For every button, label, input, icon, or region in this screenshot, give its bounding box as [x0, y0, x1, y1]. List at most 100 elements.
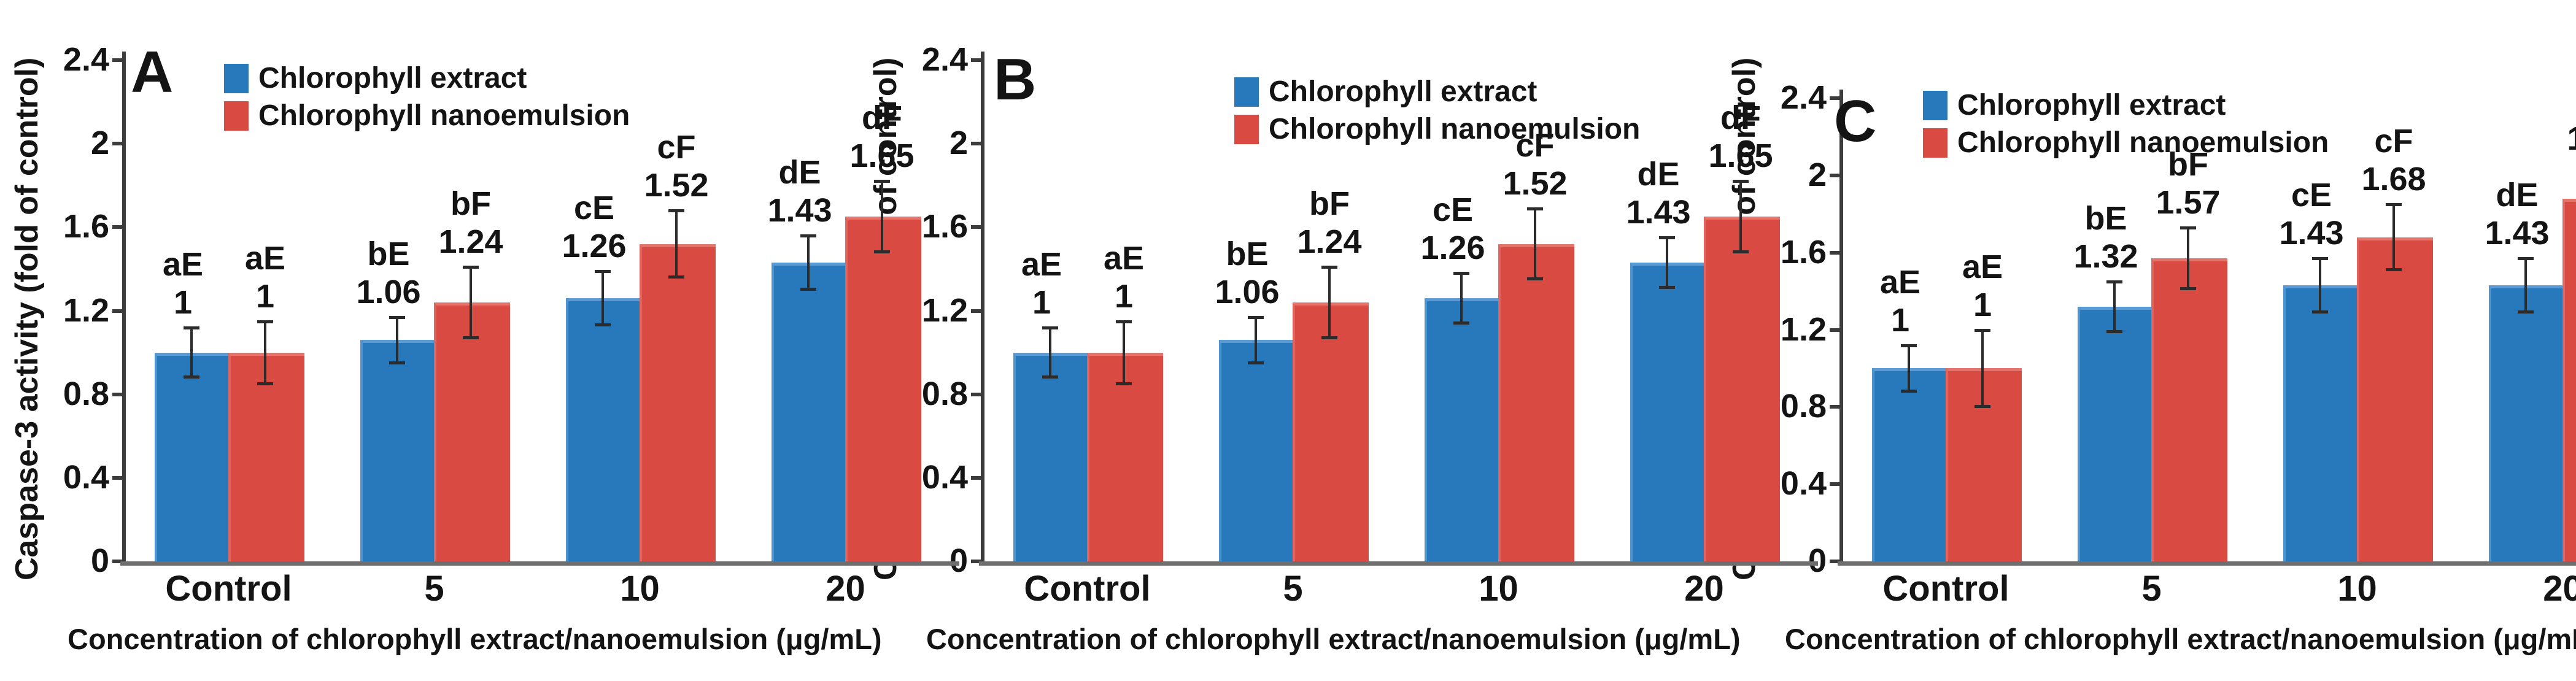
y-tick-label: 2.4 [63, 41, 109, 78]
x-tick-label: 10 [1479, 569, 1518, 609]
y-tick-label: 0.8 [921, 375, 968, 412]
error-bar-line [881, 181, 883, 253]
error-bar-cap-top [2518, 257, 2534, 261]
error-bar-line [807, 235, 810, 290]
legend-item-extract: Chlorophyll extract [1234, 75, 1640, 109]
x-tick-label: 5 [2141, 569, 2162, 609]
error-bar-cap-bottom [1527, 277, 1543, 281]
bar-value-label: aE 1 [162, 245, 204, 321]
legend: Chlorophyll extract Chlorophyll nanoemul… [224, 61, 630, 136]
y-tick-mark [1830, 173, 1843, 177]
error-bar-cap-top [2106, 280, 2122, 283]
y-tick-label: 1.2 [63, 291, 109, 329]
x-axis-baseline [979, 561, 1818, 566]
bar-nanoemulsion-control [1946, 368, 2022, 564]
legend-item-extract: Chlorophyll extract [224, 61, 630, 95]
error-bar-cap-top [668, 209, 684, 213]
y-tick-label: 1.6 [921, 208, 968, 245]
legend-label-nanoemulsion: Chlorophyll nanoemulsion [258, 99, 630, 132]
bar-extract-20 [772, 263, 848, 564]
error-bar-cap-top [1042, 326, 1058, 329]
y-tick-mark [1830, 96, 1843, 100]
legend-item-extract: Chlorophyll extract [1923, 88, 2329, 122]
panel-letter: A [131, 39, 174, 105]
y-tick-label: 0 [949, 542, 968, 579]
error-bar-line [396, 317, 398, 363]
bar-value-label: aE 1 [1962, 248, 2003, 323]
error-bar-cap-top [1901, 344, 1917, 347]
error-bar-cap-bottom [595, 323, 611, 327]
bar-value-label: dF1.88 [2532, 82, 2576, 158]
y-tick-mark [971, 560, 984, 563]
legend-label-nanoemulsion: Chlorophyll nanoemulsion [1957, 126, 2329, 159]
legend-item-nanoemulsion: Chlorophyll nanoemulsion [224, 99, 630, 133]
x-tick-label: Control [1882, 569, 2009, 609]
y-tick-mark [112, 309, 126, 313]
x-axis-baseline [1838, 561, 2576, 566]
error-bar-line [675, 210, 678, 278]
bar-value-label: bE 1.06 [356, 235, 421, 310]
y-tick-mark [971, 475, 984, 480]
bar-value-label: cE 1.43 [2279, 177, 2344, 252]
error-bar-cap-bottom [874, 250, 890, 254]
error-bar-cap-top [257, 320, 273, 323]
y-tick-mark [112, 392, 126, 396]
panel-caspase-3-chart: Caspase-3 activity (fold of control) A C… [0, 0, 959, 681]
y-tick-label: 1.2 [1780, 310, 1827, 348]
bar-value-label: cF 1.52 [644, 129, 709, 204]
error-bar-cap-bottom [2518, 310, 2534, 314]
y-tick-label: 0.4 [921, 458, 968, 496]
bar-nanoemulsion-5 [2151, 258, 2227, 564]
error-bar-cap-top [1116, 320, 1132, 323]
error-bar-line [190, 327, 193, 378]
bar-value-label: dE 1.43 [2485, 177, 2550, 252]
y-tick-mark [971, 225, 984, 229]
panel-caspase-8-chart: Caspase-8 activity (fold of control) B C… [859, 0, 1818, 681]
bar-value-label: cF 1.68 [2361, 123, 2426, 198]
bar-value-label: bF 1.24 [438, 185, 503, 260]
y-tick-mark [1830, 560, 1843, 563]
bar-value-label: dF 1.65 [849, 99, 915, 175]
error-bar-cap-top [1248, 315, 1264, 319]
bar-extract-5 [360, 340, 436, 564]
error-bar-line [1981, 329, 1984, 407]
bar-nanoemulsion-control [228, 352, 304, 564]
error-bar-cap-top [389, 315, 405, 319]
bar-extract-5 [2078, 306, 2154, 564]
error-bar-cap-bottom [1116, 382, 1132, 385]
legend-item-nanoemulsion: Chlorophyll nanoemulsion [1923, 126, 2329, 160]
error-bar-cap-bottom [2180, 287, 2196, 291]
error-bar-line [1460, 273, 1463, 323]
bar-value-label: cE 1.26 [562, 189, 627, 264]
error-bar-cap-bottom [463, 336, 479, 339]
error-bar-line [2113, 281, 2116, 332]
legend-swatch-nanoemulsion-icon [224, 101, 249, 131]
legend-label-extract: Chlorophyll extract [1269, 75, 1537, 108]
bar-extract-5 [1219, 340, 1295, 564]
bar-nanoemulsion-control [1087, 352, 1163, 564]
y-tick-label: 0.8 [1780, 388, 1827, 425]
y-tick-mark [1830, 250, 1843, 255]
error-bar-line [264, 321, 266, 384]
y-tick-mark [971, 58, 984, 62]
plot-area: C Chlorophyll extract Chlorophyll nanoem… [1717, 0, 2576, 681]
y-tick-mark [112, 475, 126, 480]
bar-value-label: dE 1.43 [767, 153, 832, 229]
bar-extract-20 [2489, 285, 2565, 564]
panel-letter: B [994, 47, 1037, 112]
x-tick-label: 5 [1283, 569, 1303, 609]
error-bar-line [2392, 204, 2395, 270]
y-tick-label: 2 [90, 125, 109, 162]
legend: Chlorophyll extract Chlorophyll nanoemul… [1234, 75, 1640, 150]
y-tick-mark [1830, 405, 1843, 409]
error-bar-cap-top [1975, 328, 1990, 332]
error-bar-line [2187, 227, 2189, 290]
y-tick-mark [112, 560, 126, 563]
plot-area: B Chlorophyll extract Chlorophyll nanoem… [859, 0, 1818, 681]
y-tick-label: 2 [1808, 156, 1827, 193]
legend-item-nanoemulsion: Chlorophyll nanoemulsion [1234, 112, 1640, 146]
x-tick-label: 20 [826, 569, 865, 609]
y-tick-mark [971, 392, 984, 396]
y-tick-mark [112, 142, 126, 146]
